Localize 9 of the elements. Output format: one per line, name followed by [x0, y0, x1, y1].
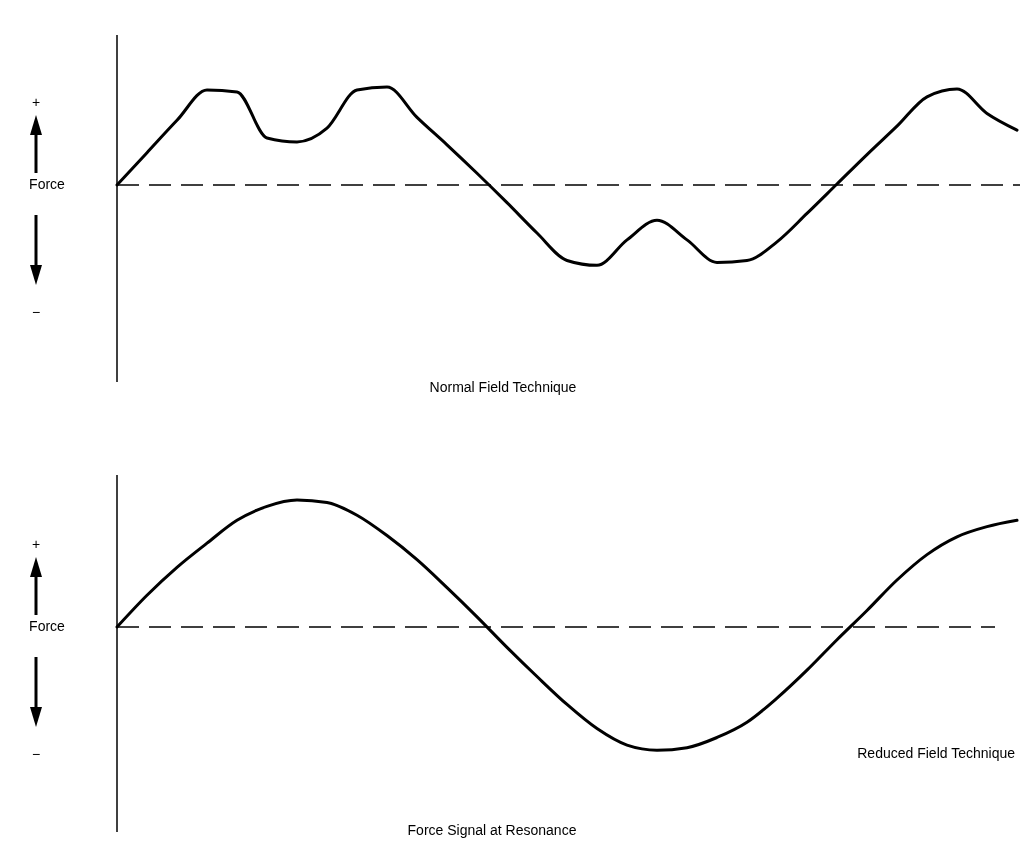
- text: Reduced Field Technique: [857, 745, 1016, 761]
- text: +: [31, 536, 41, 552]
- text: Force Signal at Resonance: [407, 822, 577, 838]
- text: +: [31, 94, 41, 110]
- text: −: [31, 304, 41, 320]
- y-axis-title: Force: [29, 176, 66, 192]
- y-axis-title: Force: [29, 618, 66, 634]
- text: −: [31, 746, 41, 762]
- text: Normal Field Technique: [429, 379, 577, 395]
